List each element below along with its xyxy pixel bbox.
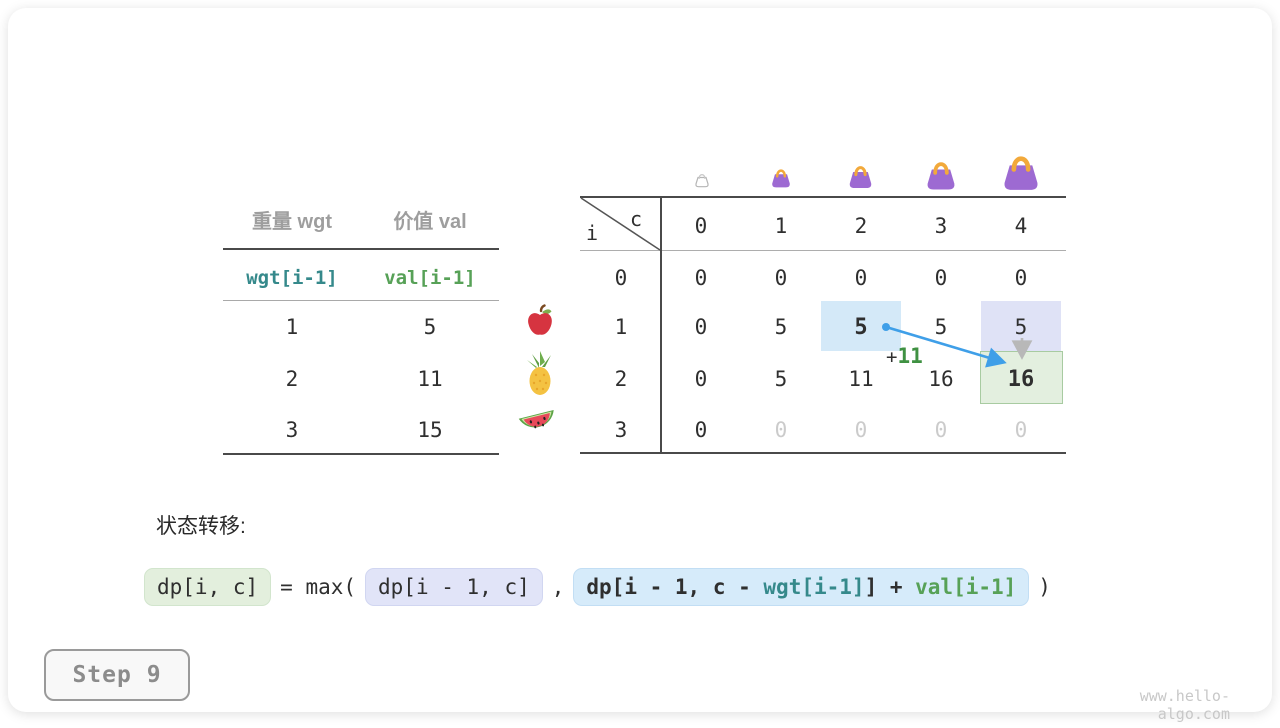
table-vertical-rule — [660, 196, 662, 454]
diagram-card: 重量 wgt 价值 val wgt[i-1] val[i-1] 1 5 2 11… — [8, 8, 1272, 723]
bag-outline-icon — [694, 171, 710, 193]
bag-icon-4 — [1000, 150, 1042, 198]
item-val: 15 — [417, 418, 443, 442]
divider — [223, 248, 499, 250]
wgt-var-label: wgt[i-1] — [246, 267, 338, 289]
watermark: www.hello-algo.com — [1139, 687, 1230, 723]
corner-row-var: i — [585, 221, 599, 245]
corner-col-var: c — [629, 207, 643, 231]
item-row: 2 11 — [223, 364, 499, 394]
item-wgt: 2 — [285, 367, 299, 391]
bag-icon-3 — [924, 157, 958, 197]
formula-close-paren: ) — [1038, 575, 1051, 599]
dp-col-header: 1 — [774, 214, 788, 238]
dp-cell: 11 — [848, 367, 874, 391]
dp-cell: 5 — [774, 367, 788, 391]
bag-icon-1 — [770, 166, 792, 194]
dp-row-header: 3 — [614, 418, 628, 442]
value-gain-annotation: +11 — [886, 344, 956, 368]
formula-lhs-box: dp[i, c] — [144, 568, 272, 606]
dp-col-header: 4 — [1014, 214, 1028, 238]
dp-cell: 0 — [934, 266, 948, 290]
items-var-row: wgt[i-1] val[i-1] — [223, 263, 499, 293]
item-val: 5 — [423, 315, 437, 339]
items-header-row: 重量 wgt 价值 val — [223, 204, 499, 234]
dp-cell: 0 — [854, 266, 868, 290]
item-val: 11 — [417, 367, 443, 391]
dp-cell-source: 5 — [854, 314, 868, 340]
dp-cell: 5 — [1014, 315, 1028, 339]
dp-col-header: 2 — [854, 214, 868, 238]
dp-col-header: 3 — [934, 214, 948, 238]
formula-eq-max: = max( — [280, 575, 357, 599]
formula-arg1-box: dp[i - 1, c] — [365, 568, 543, 606]
dp-cell: 0 — [694, 367, 708, 391]
arg2-mid: ] + — [864, 575, 916, 599]
dp-cell-target: 16 — [1007, 366, 1035, 392]
gain-value: 11 — [897, 344, 923, 368]
arg2-pre: dp[i - 1, c - — [586, 575, 764, 599]
dp-cell: 0 — [774, 418, 788, 442]
item-wgt: 1 — [285, 315, 299, 339]
dp-cell: 0 — [694, 418, 708, 442]
dp-cell: 0 — [774, 266, 788, 290]
dp-cell: 16 — [928, 367, 954, 391]
header-rule — [580, 250, 1066, 251]
formula-comma: , — [551, 575, 565, 599]
divider — [223, 300, 499, 301]
dp-cell: 0 — [934, 418, 948, 442]
table-top-rule — [580, 196, 1066, 198]
pineapple-icon — [522, 350, 558, 403]
dp-col-header: 0 — [694, 214, 708, 238]
item-row: 1 5 — [223, 312, 499, 342]
weight-col-header: 重量 wgt — [252, 210, 332, 233]
watermelon-icon — [514, 403, 563, 447]
apple-icon — [524, 304, 556, 343]
val-var-label: val[i-1] — [384, 267, 476, 289]
step-badge: Step 9 — [44, 649, 190, 701]
state-transition-formula: dp[i, c] = max( dp[i - 1, c] , dp[i - 1,… — [144, 568, 1051, 606]
dp-row-header: 1 — [614, 315, 628, 339]
transition-section-label: 状态转移: — [156, 515, 246, 538]
dp-cell: 0 — [1014, 266, 1028, 290]
dp-cell: 0 — [854, 418, 868, 442]
dp-cell: 0 — [694, 315, 708, 339]
item-row: 3 15 — [223, 415, 499, 445]
dp-row-header: 0 — [614, 266, 628, 290]
dp-cell: 0 — [1014, 418, 1028, 442]
item-wgt: 3 — [285, 418, 299, 442]
step-label: Step 9 — [72, 662, 162, 688]
table-bottom-rule — [580, 452, 1066, 454]
divider — [223, 453, 499, 455]
formula-arg2-box: dp[i - 1, c - wgt[i-1]] + val[i-1] — [573, 568, 1030, 606]
dp-cell: 5 — [774, 315, 788, 339]
plus-sign: + — [886, 346, 898, 368]
dp-row-header: 2 — [614, 367, 628, 391]
value-col-header: 价值 val — [393, 210, 467, 233]
arg2-wgt: wgt[i-1] — [763, 575, 865, 599]
dp-cell: 0 — [694, 266, 708, 290]
bag-icon-2 — [847, 162, 874, 195]
arg2-val: val[i-1] — [915, 575, 1017, 599]
